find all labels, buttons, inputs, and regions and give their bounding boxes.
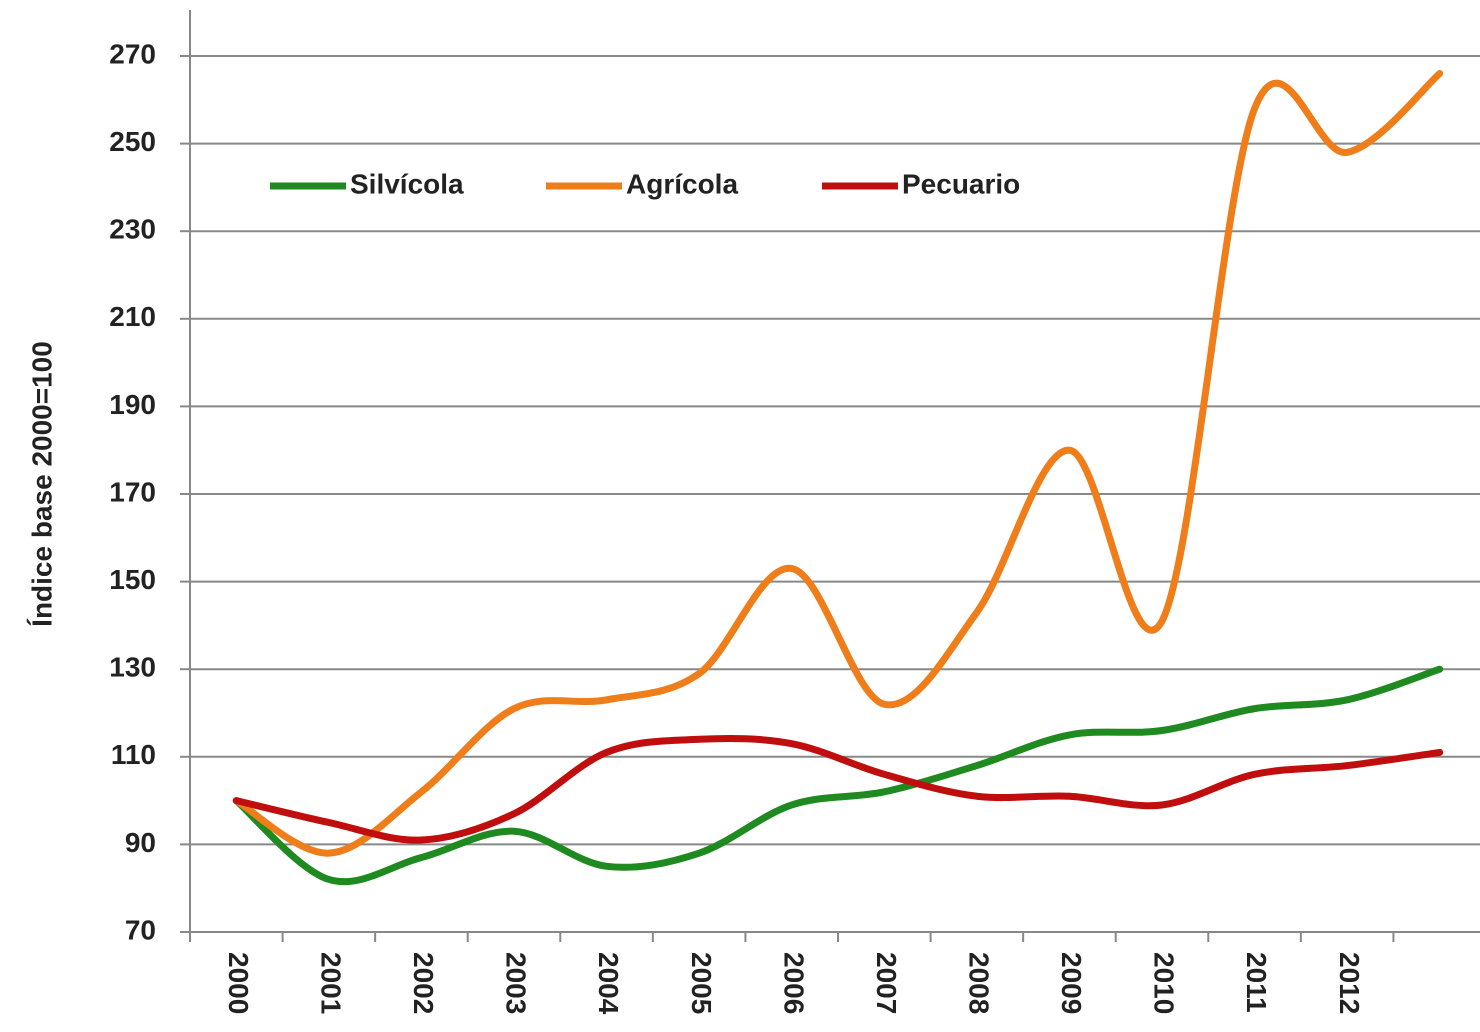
series-line xyxy=(232,70,1444,857)
x-tick-label: 2011 xyxy=(1241,952,1272,1013)
x-tick-label: 2010 xyxy=(1149,952,1180,1014)
y-tick-label: 90 xyxy=(125,827,156,858)
x-tick-label: 2007 xyxy=(871,952,902,1014)
x-tick-label: 2006 xyxy=(778,952,809,1014)
y-axis-title: Índice base 2000=100 xyxy=(26,341,57,627)
legend-label: Agrícola xyxy=(626,168,738,199)
x-tick-label: 2005 xyxy=(686,952,717,1014)
x-tick-label: 2000 xyxy=(223,952,254,1014)
x-tick-label: 2012 xyxy=(1334,952,1365,1014)
y-tick-label: 170 xyxy=(109,476,156,507)
y-tick-label: 270 xyxy=(109,38,156,69)
y-tick-label: 110 xyxy=(111,739,156,770)
y-tick-label: 250 xyxy=(109,126,156,157)
y-tick-label: 230 xyxy=(109,214,156,245)
series-line xyxy=(232,665,1444,886)
y-tick-label: 210 xyxy=(109,301,156,332)
x-tick-label: 2001 xyxy=(315,952,346,1014)
x-tick-label: 2004 xyxy=(593,952,624,1015)
y-tick-label: 130 xyxy=(109,652,156,683)
y-tick-label: 190 xyxy=(109,389,156,420)
legend-label: Pecuario xyxy=(902,168,1020,199)
y-tick-label: 70 xyxy=(125,914,156,945)
x-tick-label: 2003 xyxy=(501,952,532,1014)
y-tick-label: 150 xyxy=(109,564,156,595)
x-tick-label: 2002 xyxy=(408,952,439,1014)
legend-label: Silvícola xyxy=(350,168,464,199)
x-tick-label: 2008 xyxy=(963,952,994,1014)
series-line xyxy=(232,734,1444,844)
x-tick-label: 2009 xyxy=(1056,952,1087,1014)
